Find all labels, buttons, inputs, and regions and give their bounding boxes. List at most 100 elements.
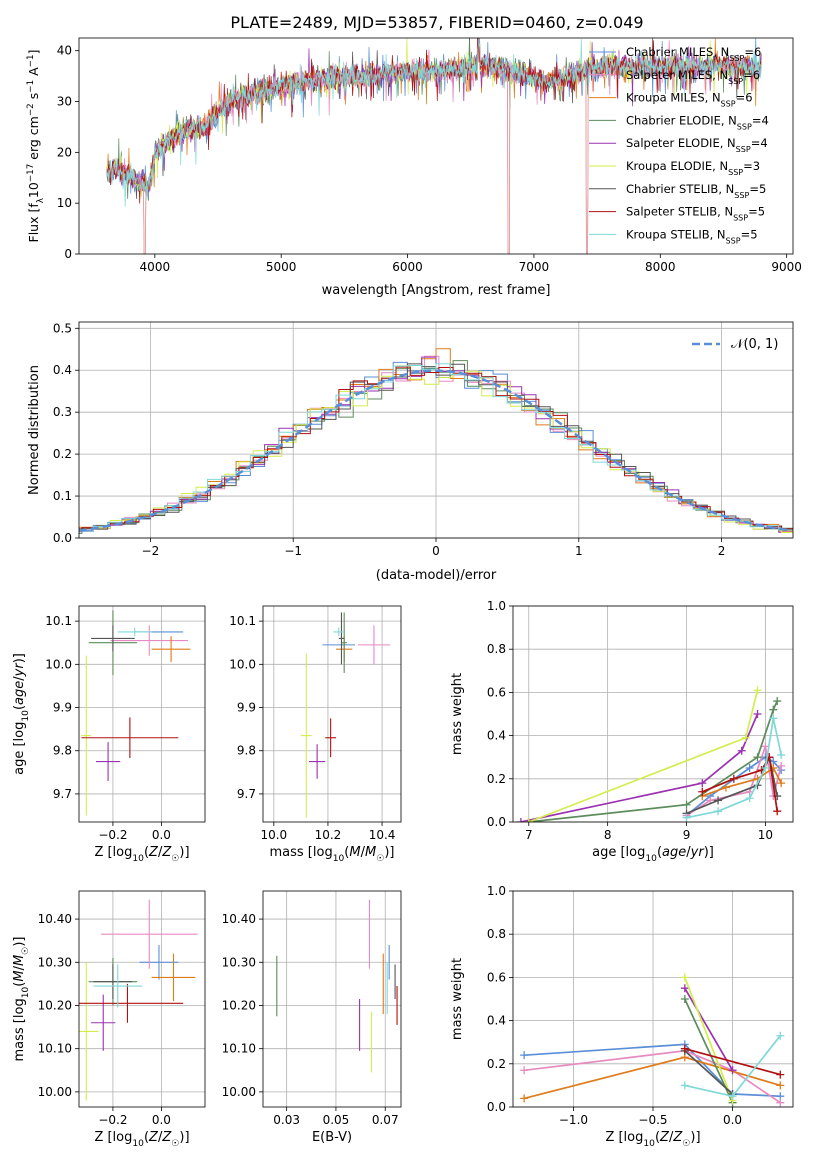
panel-7: −1.0 −0.5 0.0 0.0 0.2 0.4 0.6 0.8 1.0 mass weight… (450, 884, 794, 1149)
x-tick-label: 0.03 (273, 1113, 300, 1127)
x-tick-label: 4000 (140, 260, 171, 274)
x-tick-label: −1 (284, 544, 302, 558)
plot-area (79, 899, 198, 1101)
weight-series-line (686, 718, 783, 819)
weight-point-marker (769, 714, 778, 723)
error-point (151, 953, 196, 1002)
weight-point-marker (520, 1094, 529, 1103)
y-tick-label: 10.40 (222, 912, 256, 926)
weight-point-marker (728, 1092, 737, 1101)
y-tick-label: 10.10 (38, 1042, 72, 1056)
axes-frame (512, 605, 794, 823)
y-tick-label: 0.0 (487, 1100, 506, 1114)
x-tick-label: 9 (683, 828, 691, 842)
weight-point-marker (753, 710, 762, 718)
x-tick-label: 5000 (266, 260, 297, 274)
y-tick-label: 10.20 (38, 998, 72, 1012)
axes-frame (78, 890, 206, 1108)
x-axis-label: E(B-V) (312, 1130, 352, 1145)
y-tick-label: 0 (64, 247, 72, 261)
weight-point-marker (680, 984, 689, 993)
x-tick-label: 2 (718, 544, 726, 558)
plot-area (520, 973, 785, 1107)
y-tick-label: 10.0 (229, 657, 256, 671)
x-tick-label: 8000 (645, 260, 676, 274)
axes-frame (262, 890, 402, 1108)
x-tick-label: 0.05 (323, 1113, 350, 1127)
y-axis-label: Normed distribution (27, 365, 42, 495)
error-point (341, 612, 347, 673)
normal-reference-curve (79, 369, 791, 532)
y-tick-label: 10.30 (38, 955, 72, 969)
weight-point-marker (714, 796, 723, 805)
y-tick-label: 0.4 (487, 729, 506, 743)
weight-series-line (684, 998, 734, 1104)
weight-point-marker (776, 1098, 785, 1107)
weight-point-marker (777, 761, 786, 770)
y-tick-label: 10.20 (222, 998, 256, 1012)
weight-point-marker (776, 1070, 785, 1079)
weight-point-marker (773, 697, 782, 706)
plot-area (79, 348, 793, 535)
legend-label: 𝒩(0, 1) (731, 337, 778, 352)
weight-point-marker (737, 746, 746, 755)
y-tick-label: 1.0 (487, 599, 506, 613)
weight-point-marker (753, 686, 762, 695)
weight-series-line (684, 1047, 781, 1076)
weight-point-marker (520, 1066, 529, 1075)
weight-point-marker (524, 818, 533, 822)
x-tick-label: 10.2 (315, 828, 342, 842)
weight-point-marker (776, 1031, 785, 1040)
y-axis-label: age [log10(age/yr)] (12, 653, 31, 775)
y-tick-label: 0.5 (53, 321, 72, 335)
y-tick-label: 0.6 (487, 685, 506, 699)
y-tick-label: 0.4 (53, 363, 72, 377)
error-point (81, 717, 179, 759)
weight-series-line (528, 700, 778, 822)
histogram-series-8 (79, 363, 793, 534)
panel-6: 0.03 0.05 0.07 10.00 10.10 10.20 10.30 10.40 E(B… (222, 890, 402, 1145)
weight-series-line (528, 689, 759, 822)
x-tick-label: 10.0 (260, 828, 287, 842)
weight-series-line (684, 1050, 734, 1095)
error-point (110, 625, 189, 656)
legend-label: Chabrier STELIB, NSSP=5 (626, 182, 766, 200)
x-tick-label: 0.07 (372, 1113, 399, 1127)
y-tick-label: 10 (57, 196, 72, 210)
weight-point-marker (680, 995, 689, 1003)
y-tick-label: 0.6 (487, 970, 506, 984)
error-point (93, 964, 133, 999)
error-point (300, 653, 312, 818)
legend-label: Kroupa MILES, NSSP=6 (626, 91, 753, 109)
y-tick-label: 0.3 (53, 405, 72, 419)
legend-label: Chabrier ELODIE, NSSP=4 (626, 113, 769, 130)
y-tick-label: 40 (57, 44, 72, 58)
plot-area (516, 686, 786, 822)
x-axis-label: mass [log10(M/M☉)] (270, 845, 395, 864)
x-axis-label: Z [log10(Z/Z☉)] (605, 1130, 700, 1149)
y-tick-label: 10.1 (229, 614, 256, 628)
y-tick-label: 10.1 (45, 614, 72, 628)
figure-title: PLATE=2489, MJD=53857, FIBERID=0460, z=0… (230, 13, 643, 32)
legend-label: Kroupa STELIB, NSSP=5 (626, 227, 758, 245)
panel-1: −2 −1 0 1 2 0.0 0.1 0.2 0.3 0.4 0.5 Normed distribu… (27, 321, 794, 583)
error-point (333, 627, 345, 637)
weight-point-marker (680, 1044, 689, 1053)
error-point (81, 655, 92, 816)
legend-label: Salpeter MILES, NSSP=6 (626, 68, 760, 86)
x-tick-label: 0.0 (723, 1113, 742, 1127)
x-tick-label: 10 (758, 828, 773, 842)
error-point (95, 742, 121, 781)
legend-label: Salpeter ELODIE, NSSP=4 (626, 136, 768, 154)
plot-area (276, 899, 398, 1073)
error-point (79, 983, 184, 1023)
y-axis-label: mass weight (450, 673, 465, 755)
weight-point-marker (516, 818, 525, 822)
x-tick-label: 9000 (771, 260, 802, 274)
panel-3: 10.0 10.2 10.4 9.7 9.8 9.9 10.0 10.1 mass [log10… (229, 605, 402, 864)
y-tick-label: 10.0 (45, 657, 72, 671)
weight-point-marker (777, 751, 786, 760)
error-point (309, 744, 326, 779)
weight-point-marker (682, 813, 691, 822)
